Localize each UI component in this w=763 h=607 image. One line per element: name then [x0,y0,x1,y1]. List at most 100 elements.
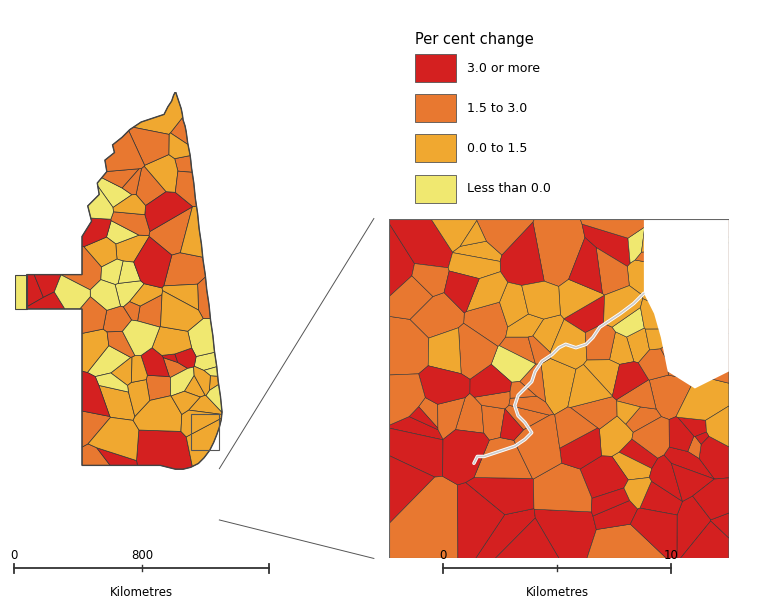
Polygon shape [475,509,536,558]
Polygon shape [149,207,192,255]
Polygon shape [452,241,502,262]
Polygon shape [639,348,668,380]
Polygon shape [101,259,123,285]
Polygon shape [194,366,211,396]
Polygon shape [115,281,144,307]
Polygon shape [541,358,576,415]
Polygon shape [580,456,628,498]
Polygon shape [88,418,139,461]
Polygon shape [642,219,683,252]
Polygon shape [84,237,117,267]
Polygon shape [505,405,549,430]
Polygon shape [389,276,433,319]
Polygon shape [649,455,682,501]
Polygon shape [389,223,414,297]
Polygon shape [506,314,544,337]
Polygon shape [118,261,140,283]
Polygon shape [587,524,667,558]
Polygon shape [122,168,141,195]
Polygon shape [171,392,200,415]
Polygon shape [694,283,729,310]
Polygon shape [169,133,190,158]
Polygon shape [175,155,192,172]
Polygon shape [141,348,169,376]
Polygon shape [640,299,669,329]
Polygon shape [180,206,203,257]
Polygon shape [677,496,711,558]
Polygon shape [175,171,197,206]
Polygon shape [624,478,652,509]
Polygon shape [466,272,507,311]
Text: 0: 0 [439,549,446,562]
Polygon shape [470,364,512,397]
Polygon shape [693,331,729,383]
Polygon shape [389,416,443,440]
Polygon shape [642,274,694,310]
Polygon shape [130,283,163,306]
Polygon shape [82,329,109,373]
Polygon shape [137,430,192,469]
Polygon shape [678,417,707,436]
Polygon shape [676,376,729,420]
Polygon shape [133,396,182,432]
Polygon shape [568,364,613,407]
Polygon shape [98,178,132,208]
Polygon shape [582,224,630,266]
Polygon shape [640,481,682,515]
Polygon shape [593,500,638,529]
Polygon shape [584,360,620,396]
Polygon shape [600,416,633,456]
Text: 3.0 or more: 3.0 or more [467,62,539,75]
Polygon shape [389,455,435,524]
Polygon shape [164,253,205,286]
Polygon shape [428,328,461,374]
Polygon shape [699,436,729,479]
Polygon shape [107,220,139,244]
Polygon shape [186,418,221,466]
Polygon shape [560,428,601,469]
Polygon shape [474,392,510,409]
Polygon shape [555,407,597,448]
Text: 800: 800 [131,549,153,562]
Polygon shape [162,284,198,310]
Polygon shape [103,306,131,332]
Polygon shape [612,308,644,337]
Polygon shape [198,277,211,319]
Polygon shape [671,463,714,501]
Polygon shape [564,295,604,333]
Polygon shape [645,329,672,350]
Polygon shape [82,444,110,466]
Polygon shape [671,246,703,294]
Polygon shape [412,263,449,297]
Polygon shape [111,212,150,236]
Polygon shape [438,398,465,439]
Polygon shape [559,279,604,319]
Polygon shape [533,315,564,352]
Polygon shape [491,345,536,382]
Polygon shape [185,375,205,397]
Polygon shape [160,291,203,331]
Polygon shape [687,436,701,459]
Polygon shape [113,195,146,215]
Polygon shape [107,331,135,358]
Polygon shape [500,282,529,327]
Polygon shape [604,285,642,327]
Polygon shape [580,219,649,238]
Text: 0.0 to 1.5: 0.0 to 1.5 [467,142,527,155]
Polygon shape [111,357,132,385]
Polygon shape [116,235,150,262]
Polygon shape [181,410,222,437]
Polygon shape [627,260,671,294]
Polygon shape [632,416,669,458]
Polygon shape [389,374,425,426]
Polygon shape [619,439,658,469]
Polygon shape [464,302,507,347]
Polygon shape [131,356,147,382]
Polygon shape [136,166,166,206]
Polygon shape [410,293,465,338]
Polygon shape [591,488,629,516]
Polygon shape [534,509,597,558]
Polygon shape [99,385,135,421]
Text: Less than 0.0: Less than 0.0 [467,182,550,195]
Text: Kilometres: Kilometres [526,586,588,599]
